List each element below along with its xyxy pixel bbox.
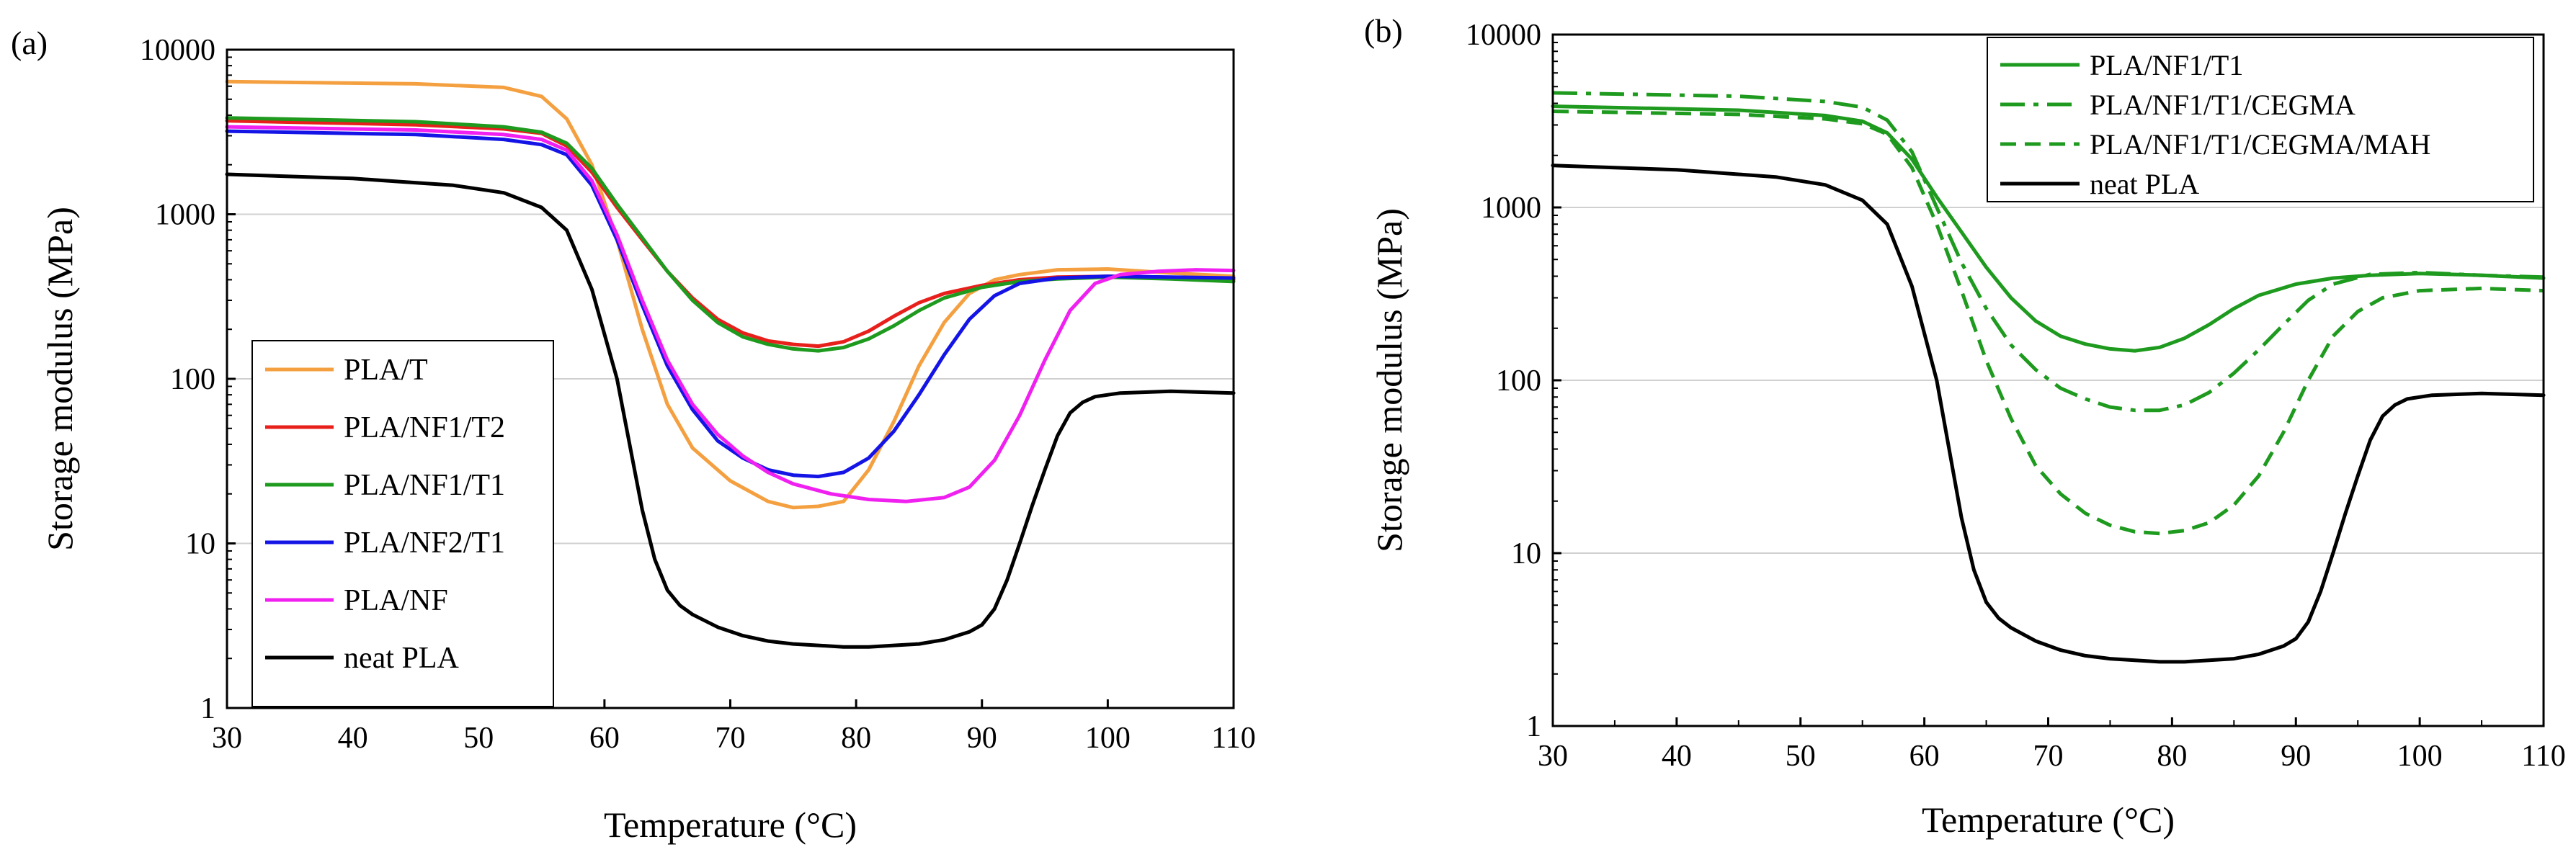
x-axis-label: Temperature (°C) xyxy=(1922,799,2175,840)
y-tick-label: 1 xyxy=(1526,710,1541,743)
y-tick-label: 1000 xyxy=(1481,192,1541,225)
legend-label: PLA/NF1/T1/CEGMA xyxy=(2090,89,2356,121)
x-tick-label: 30 xyxy=(212,722,242,755)
x-axis-label: Temperature (°C) xyxy=(604,805,857,845)
y-tick-label: 10 xyxy=(185,528,215,561)
legend-label: PLA/NF1/T1/CEGMA/MAH xyxy=(2090,128,2430,161)
x-tick-label: 110 xyxy=(2521,740,2565,773)
legend-label: PLA/NF1/T1 xyxy=(344,469,505,502)
series-line-pla-nf1-t1 xyxy=(225,116,1236,353)
series-line-pla-nf xyxy=(225,125,1236,503)
legend-label: PLA/NF2/T1 xyxy=(344,526,505,560)
series-line-neat-pla xyxy=(1551,163,2546,664)
x-tick-label: 40 xyxy=(338,722,368,755)
legend: PLA/NF1/T1 PLA/NF1/T1/CEGMA PLA/NF1/T1/CEG… xyxy=(1987,37,2534,202)
legend-box xyxy=(251,340,554,707)
series-group xyxy=(225,79,1236,649)
panel-b: 30 40 50 60 70 80 90 100 110110100100010000Tempe… xyxy=(1364,12,2566,840)
panel-label: (a) xyxy=(11,24,48,61)
legend-label: neat PLA xyxy=(344,642,459,675)
legend-label: PLA/NF1/T2 xyxy=(344,411,505,444)
y-tick-label: 100 xyxy=(170,363,215,396)
series-line-pla-nf1-t1-cegma xyxy=(1552,91,2544,413)
x-tick-label: 80 xyxy=(841,722,871,755)
panel-label: (b) xyxy=(1364,12,1403,49)
x-tick-label: 60 xyxy=(589,722,620,755)
legend: PLA/T PLA/NF1/T2 PLA/NF1/T1 PLA/NF2/T1 PLA/N… xyxy=(251,340,554,707)
legend-label: PLA/NF1/T1 xyxy=(2090,49,2243,81)
series-line-pla-t xyxy=(225,79,1236,510)
x-tick-label: 100 xyxy=(1085,722,1131,755)
series-line-pla-nf1-t2 xyxy=(225,119,1236,349)
series-line-pla-nf2-t1 xyxy=(225,129,1236,479)
y-tick-label: 10 xyxy=(1511,537,1541,570)
x-tick-label: 60 xyxy=(1909,740,1940,773)
x-tick-label: 90 xyxy=(2281,740,2311,773)
panel-a: 30 40 50 60 70 80 90 100 110110100100010000Tempe… xyxy=(11,24,1256,845)
legend-label: neat PLA xyxy=(2090,168,2199,200)
x-tick-label: 30 xyxy=(1538,740,1568,773)
y-tick-label: 100 xyxy=(1496,364,1541,398)
series-line-pla-nf1-t1 xyxy=(1551,104,2546,353)
x-tick-label: 100 xyxy=(2397,740,2443,773)
y-axis-label: Storage modulus (MPa) xyxy=(1369,208,1409,552)
series-line-neat-pla xyxy=(225,172,1236,649)
x-tick-label: 50 xyxy=(463,722,494,755)
y-tick-label: 1000 xyxy=(155,199,215,232)
y-tick-label: 1 xyxy=(200,692,215,725)
x-tick-label: 70 xyxy=(716,722,746,755)
series-line-pla-nf1-t1-cegma-mah xyxy=(1552,109,2544,536)
legend-label: PLA/NF xyxy=(344,584,448,617)
x-tick-label: 110 xyxy=(1211,722,1255,755)
x-tick-label: 90 xyxy=(967,722,997,755)
y-tick-label: 10000 xyxy=(140,34,215,67)
y-axis-label: Storage modulus (MPa) xyxy=(40,207,80,551)
y-tick-label: 10000 xyxy=(1466,19,1541,52)
x-tick-label: 50 xyxy=(1786,740,1816,773)
x-tick-label: 80 xyxy=(2157,740,2187,773)
x-tick-label: 70 xyxy=(2033,740,2064,773)
series-group xyxy=(1551,91,2546,664)
x-tick-label: 40 xyxy=(1662,740,1692,773)
legend-label: PLA/T xyxy=(344,354,428,387)
